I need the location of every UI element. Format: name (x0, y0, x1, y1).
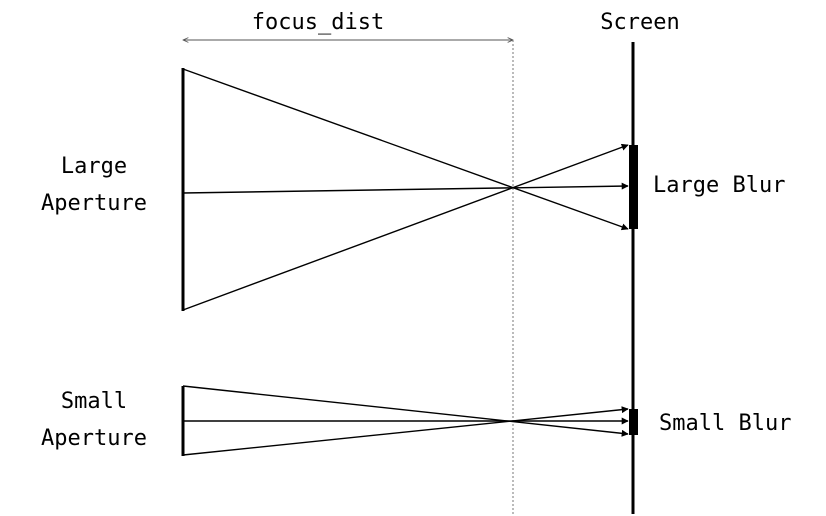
small-aperture-bottom-ray (182, 406, 629, 456)
large-aperture-label-line2: Aperture (41, 191, 147, 216)
small-aperture-label-line1: Small (60, 389, 128, 414)
large-aperture-center-ray (182, 182, 629, 194)
small-aperture-label-line2: Aperture (41, 426, 147, 451)
screen-label: Screen (600, 10, 680, 35)
small-blur-spot (629, 409, 638, 435)
large-blur-spot (629, 145, 638, 229)
small-blur-label: Small Blur (659, 411, 792, 436)
large-aperture-bottom-ray (182, 143, 629, 311)
large-blur-label: Large Blur (653, 173, 786, 198)
focus-dist-label: focus_dist (251, 10, 385, 35)
large-aperture-top-ray (182, 68, 629, 231)
large-aperture-label-line1: Large (60, 154, 128, 179)
small-aperture-top-ray (182, 385, 629, 437)
